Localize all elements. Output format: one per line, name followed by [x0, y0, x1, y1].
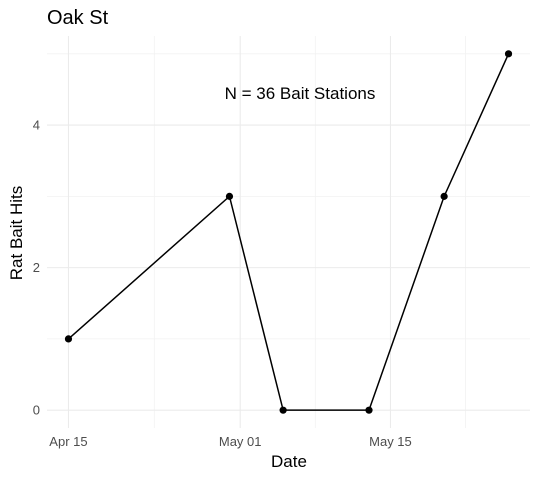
data-point	[64, 335, 73, 343]
data-point	[440, 192, 448, 200]
y-tick-label: 4	[33, 118, 40, 133]
data-point	[279, 406, 287, 414]
x-axis-title: Date	[271, 452, 307, 471]
grid	[47, 36, 530, 428]
x-tick-label: Apr 15	[49, 434, 87, 449]
annotation-n-stations: N = 36 Bait Stations	[225, 84, 376, 103]
series	[64, 50, 513, 414]
y-axis-title: Rat Bait Hits	[7, 186, 26, 280]
y-tick-label: 0	[33, 403, 40, 418]
y-tick-label: 2	[33, 260, 40, 275]
x-tick-label: May 15	[369, 434, 412, 449]
series-line	[67, 53, 510, 411]
data-point	[504, 50, 513, 58]
chart-title: Oak St	[47, 7, 109, 29]
data-point	[225, 192, 234, 200]
data-point	[365, 406, 373, 414]
tick-labels: 0 2 4 Apr 15 May 01 May 15	[33, 118, 412, 449]
x-tick-label: May 01	[219, 434, 262, 449]
